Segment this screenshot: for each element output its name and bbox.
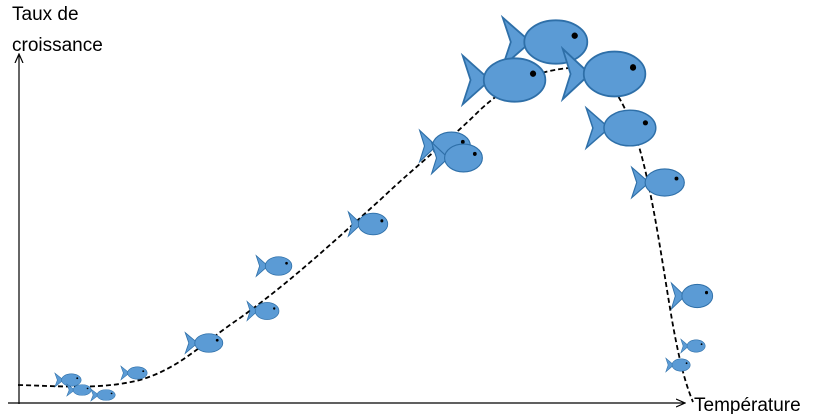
y-axis-label: Taux de croissance [12,4,103,56]
fish [665,357,691,373]
fish [631,166,685,199]
fish [680,338,706,354]
x-axis-label: Température [694,395,801,414]
fish [670,282,714,310]
fish [120,365,148,381]
fish [184,332,224,354]
fish [585,107,657,149]
growth-curve [17,67,694,403]
fish [246,301,280,321]
fish [255,255,293,277]
fish [347,211,389,237]
fish [90,388,116,402]
y-axis-label-line: Taux de [12,4,79,25]
fish [461,54,547,106]
y-axis-label-line: croissance [12,35,103,56]
